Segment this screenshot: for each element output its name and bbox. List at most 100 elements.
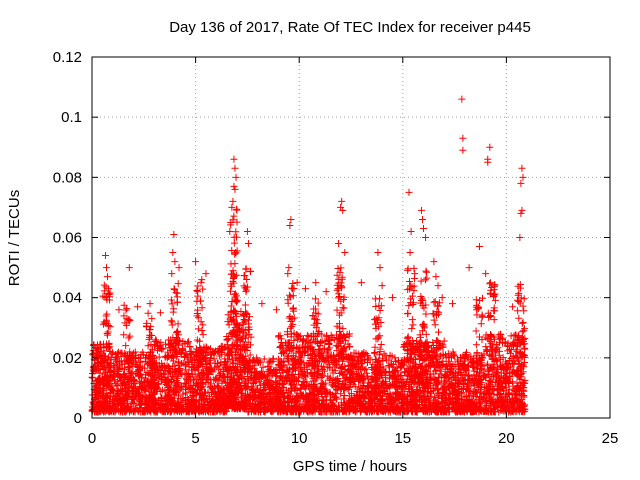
data-point <box>103 310 111 318</box>
data-point <box>112 350 120 358</box>
data-point <box>140 386 148 394</box>
data-point <box>198 326 206 334</box>
data-point <box>104 407 112 415</box>
data-point <box>163 396 171 404</box>
data-point <box>110 400 118 408</box>
data-point <box>121 381 129 389</box>
data-point <box>168 300 176 308</box>
data-point <box>175 387 183 395</box>
data-point <box>194 325 202 333</box>
data-point <box>132 404 140 412</box>
data-point <box>184 400 192 408</box>
data-point <box>138 395 146 403</box>
data-point <box>92 401 100 409</box>
data-point <box>139 407 147 415</box>
chart-title: Day 136 of 2017, Rate Of TEC Index for r… <box>169 19 531 36</box>
data-point <box>150 389 158 397</box>
data-point <box>174 280 182 288</box>
data-point <box>142 354 150 362</box>
data-point <box>184 377 192 385</box>
data-point <box>188 351 196 359</box>
data-point <box>135 367 143 375</box>
data-point <box>169 399 177 407</box>
data-point <box>173 400 181 408</box>
data-point <box>152 359 160 367</box>
data-point <box>181 379 189 387</box>
data-point <box>137 373 145 381</box>
data-point <box>152 336 160 344</box>
data-point <box>110 370 118 378</box>
data-point <box>174 320 182 328</box>
data-point <box>186 343 194 351</box>
data-point <box>187 355 195 363</box>
data-point <box>137 398 145 406</box>
data-point <box>125 377 133 385</box>
data-point <box>102 373 110 381</box>
data-point <box>134 354 142 362</box>
data-point <box>284 299 292 307</box>
data-point <box>314 319 322 327</box>
data-point <box>167 404 175 412</box>
data-point <box>362 365 370 373</box>
data-point <box>139 407 147 415</box>
data-point <box>95 345 103 353</box>
data-point <box>147 358 155 366</box>
data-point <box>177 349 185 357</box>
data-point <box>116 358 124 366</box>
data-points <box>88 95 529 416</box>
data-point <box>232 205 240 213</box>
data-point <box>303 331 311 339</box>
data-point <box>111 369 119 377</box>
data-point <box>128 382 136 390</box>
data-point <box>187 366 195 374</box>
data-point <box>132 370 140 378</box>
data-point <box>183 394 191 402</box>
data-point <box>168 394 176 402</box>
data-point <box>165 368 173 376</box>
data-point <box>241 301 249 309</box>
data-point <box>156 344 164 352</box>
data-point <box>102 394 110 402</box>
data-point <box>155 402 163 410</box>
data-point <box>179 347 187 355</box>
data-point <box>111 397 119 405</box>
data-point <box>149 390 157 398</box>
data-point <box>113 357 121 365</box>
data-point <box>193 286 201 294</box>
data-point <box>164 351 172 359</box>
data-point <box>158 345 166 353</box>
data-point <box>130 377 138 385</box>
data-point <box>187 373 195 381</box>
data-point <box>114 381 122 389</box>
data-point <box>130 399 138 407</box>
data-point <box>182 350 190 358</box>
data-point <box>99 392 107 400</box>
data-point <box>161 363 169 371</box>
data-point <box>186 350 194 358</box>
data-point <box>136 396 144 404</box>
data-point <box>168 318 176 326</box>
data-point <box>155 353 163 361</box>
data-point <box>123 392 131 400</box>
data-point <box>93 344 101 352</box>
data-point <box>157 338 165 346</box>
data-point <box>101 406 109 414</box>
data-point <box>116 373 124 381</box>
data-point <box>370 349 378 357</box>
data-point <box>162 367 170 375</box>
data-point <box>197 279 205 287</box>
data-point <box>94 388 102 396</box>
data-point <box>230 212 238 220</box>
data-point <box>116 365 124 373</box>
data-point <box>340 392 348 400</box>
data-point <box>118 396 126 404</box>
data-point <box>161 370 169 378</box>
data-point <box>110 386 118 394</box>
data-point <box>118 350 126 358</box>
data-point <box>229 267 237 275</box>
data-point <box>164 393 172 401</box>
data-point <box>148 315 156 323</box>
data-point <box>231 260 239 268</box>
data-point <box>94 347 102 355</box>
